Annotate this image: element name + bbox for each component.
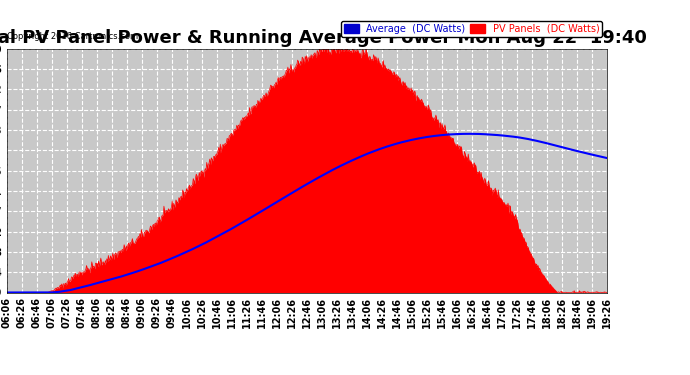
Title: Total PV Panel Power & Running Average Power Mon Aug 22  19:40: Total PV Panel Power & Running Average P… [0,29,647,47]
Text: Copyright 2016 Cartronics.com: Copyright 2016 Cartronics.com [7,32,138,41]
Legend: Average  (DC Watts), PV Panels  (DC Watts): Average (DC Watts), PV Panels (DC Watts) [341,21,602,36]
